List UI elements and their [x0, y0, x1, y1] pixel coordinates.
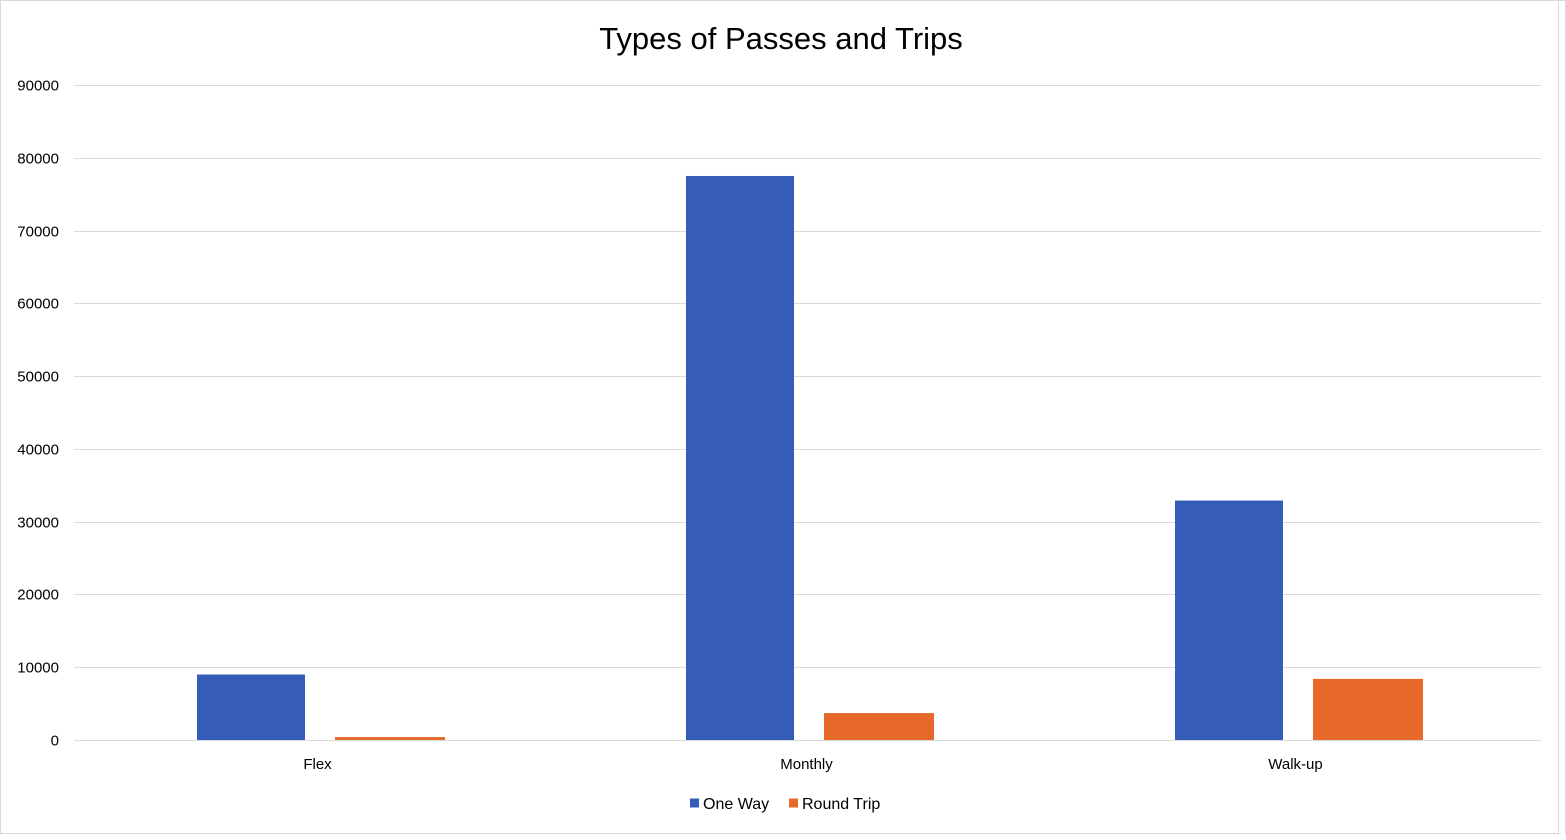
legend: One Way Round Trip [690, 796, 880, 813]
x-tick-label: Monthly [780, 756, 833, 773]
y-tick-label: 40000 [17, 442, 59, 459]
y-tick-label: 60000 [17, 296, 59, 313]
bar-round-trip-walk-up [1313, 678, 1423, 740]
x-tick-label: Flex [303, 756, 332, 773]
x-axis-ticks: Flex Monthly Walk-up [303, 756, 1322, 773]
y-tick-label: 50000 [17, 369, 59, 386]
y-tick-label: 80000 [17, 151, 59, 168]
y-tick-label: 70000 [17, 224, 59, 241]
y-tick-label: 20000 [17, 587, 59, 604]
y-axis-ticks: 0 10000 20000 30000 40000 50000 60000 70000 8000… [17, 78, 59, 750]
bars [197, 175, 1423, 740]
bar-round-trip-flex [335, 737, 445, 740]
legend-label: One Way [703, 796, 769, 813]
chart-title: Types of Passes and Trips [599, 21, 963, 56]
bar-round-trip-monthly [824, 713, 934, 740]
gridlines [74, 85, 1541, 741]
legend-label: Round Trip [802, 796, 880, 813]
y-tick-label: 90000 [17, 78, 59, 95]
y-tick-label: 0 [51, 733, 59, 750]
legend-item-one-way: One Way [690, 796, 769, 813]
chart-edge [1558, 1, 1565, 835]
bar-one-way-flex [197, 674, 305, 740]
y-tick-label: 30000 [17, 515, 59, 532]
y-tick-label: 10000 [17, 660, 59, 677]
bar-one-way-monthly [686, 175, 794, 740]
x-tick-label: Walk-up [1268, 756, 1322, 773]
bar-one-way-walk-up [1175, 500, 1283, 740]
legend-item-round-trip: Round Trip [789, 796, 880, 813]
legend-swatch [789, 798, 798, 808]
legend-swatch [690, 798, 699, 808]
